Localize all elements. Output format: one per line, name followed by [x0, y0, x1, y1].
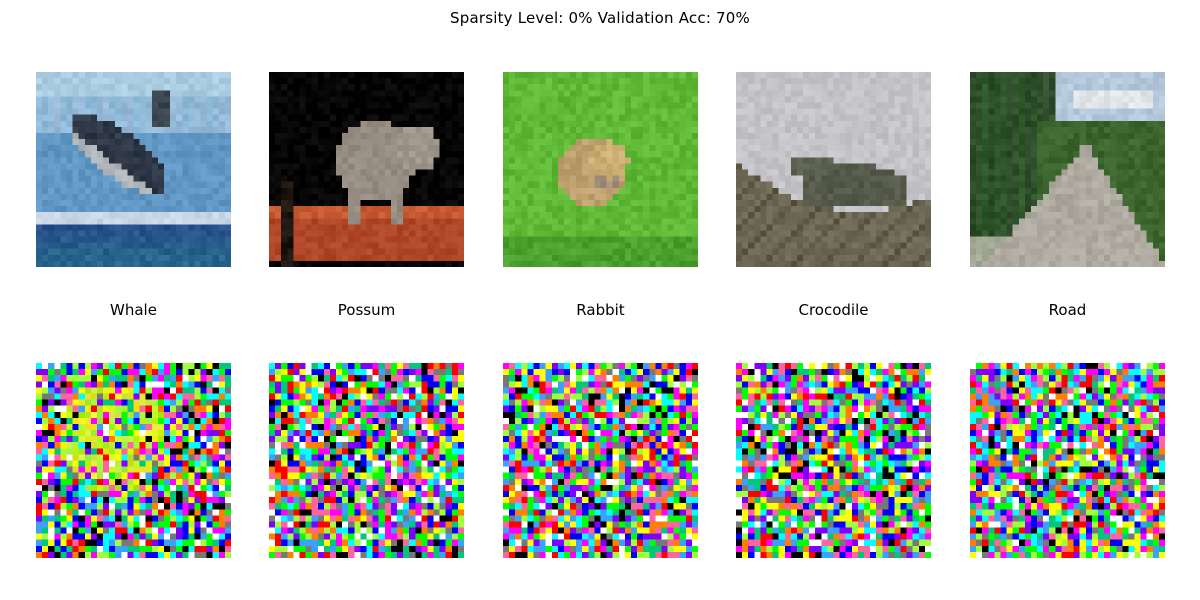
whale-noise-image — [36, 363, 231, 558]
crocodile-image — [736, 72, 931, 267]
label-rabbit: Rabbit — [576, 301, 625, 319]
label-possum: Possum — [337, 301, 396, 319]
road-noise-image — [970, 363, 1165, 558]
crocodile-noise-image — [736, 363, 931, 558]
label-road: Road — [1048, 301, 1087, 319]
label-whale: Whale — [110, 301, 157, 319]
possum-noise-image — [269, 363, 464, 558]
figure-title: Sparsity Level: 0% Validation Acc: 70% — [450, 9, 750, 27]
label-crocodile: Crocodile — [798, 301, 869, 319]
rabbit-image — [503, 72, 698, 267]
rabbit-noise-image — [503, 363, 698, 558]
whale-image — [36, 72, 231, 267]
possum-image — [269, 72, 464, 267]
road-image — [970, 72, 1165, 267]
